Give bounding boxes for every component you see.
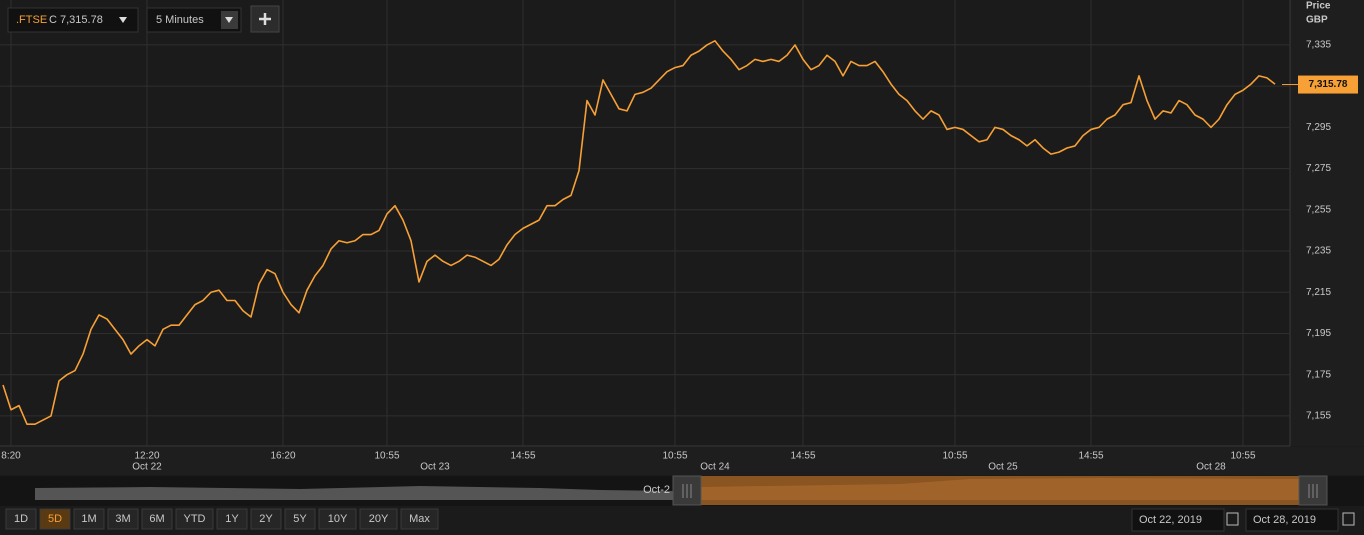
last-price-label: 7,315.78 [1309,79,1348,90]
symbol-box[interactable] [7,7,139,33]
calendar-icon[interactable] [1342,512,1355,526]
range-label: 1D [14,513,28,525]
range-label: YTD [184,513,206,525]
range-label: 10Y [328,513,348,525]
navigator-window-overview [700,478,1300,500]
range-button[interactable] [5,508,37,530]
range-label: Max [409,513,430,525]
price-line [2,40,1276,425]
range-button[interactable] [216,508,248,530]
date-from: Oct 22, 2019 [1139,514,1202,526]
x-date-label: Oct 28 [1196,462,1226,473]
x-tick-label: 14:55 [510,451,535,462]
range-button[interactable] [250,508,282,530]
range-label: 5D [48,513,62,525]
dropdown-arrow [225,17,233,23]
quote: C 7,315.78 [49,14,103,26]
range-button[interactable] [400,508,439,530]
y-tick-label: 7,295 [1306,122,1331,133]
date-to: Oct 28, 2019 [1253,514,1316,526]
range-label: 2Y [259,513,273,525]
range-button[interactable] [175,508,214,530]
x-tick-label: 14:55 [790,451,815,462]
range-buttons: 1D 5D 1M 3M 6M YTD 1Y 2Y 5Y 10Y 20Y Max [5,508,439,530]
y-tick-label: 7,195 [1306,328,1331,339]
last-price-box [1298,75,1358,94]
handle-grip [682,484,692,498]
date-to-box[interactable] [1245,508,1339,532]
range-button[interactable] [359,508,398,530]
x-tick-label: 10:55 [1230,451,1255,462]
x-tick-label: 14:55 [1078,451,1103,462]
y-tick-label: 7,215 [1306,287,1331,298]
y-tick-label: 7,235 [1306,246,1331,257]
x-date-label: Oct 23 [420,462,450,473]
x-tick-label: 10:55 [662,451,687,462]
range-label: 20Y [369,513,389,525]
range-button[interactable] [107,508,139,530]
symbol: .FTSE [16,14,47,26]
interval: 5 Minutes [156,14,204,26]
x-tick-label: 12:20 [134,451,159,462]
x-axis-panel [0,447,1364,475]
dropdown-arrow [119,17,127,23]
y-axis-unit: GBP [1306,15,1328,26]
date-from-box[interactable] [1131,508,1225,532]
x-date-label: Oct 22 [132,462,162,473]
y-tick-label: 7,175 [1306,369,1331,380]
x-tick-label: 10:55 [942,451,967,462]
handle-grip [1308,484,1318,498]
range-label: 6M [149,513,164,525]
y-tick-label: 7,335 [1306,40,1331,51]
x-tick-label: 8:20 [1,451,21,462]
y-tick-label: 7,155 [1306,411,1331,422]
plot: 7,315.78 [2,40,1358,425]
range-label: 3M [115,513,130,525]
range-button[interactable] [318,508,357,530]
range-label: 1M [81,513,96,525]
x-date-label: Oct 24 [700,462,730,473]
add-icon [259,13,271,25]
calendar-icon[interactable] [1226,512,1239,526]
y-axis-panel [1290,0,1364,446]
range-label: 1Y [225,513,239,525]
x-tick-label: 10:55 [374,451,399,462]
navigator-label: Oct-2 [643,484,670,496]
y-tick-label: 7,275 [1306,163,1331,174]
range-button[interactable] [141,508,173,530]
y-axis-title: Price [1306,1,1331,12]
range-button[interactable] [73,508,105,530]
range-button[interactable] [284,508,316,530]
x-tick-label: 16:20 [270,451,295,462]
range-label: 5Y [293,513,307,525]
navigator-overview [35,486,673,500]
range-button[interactable] [39,508,71,530]
x-date-label: Oct 25 [988,462,1018,473]
y-tick-label: 7,255 [1306,204,1331,215]
